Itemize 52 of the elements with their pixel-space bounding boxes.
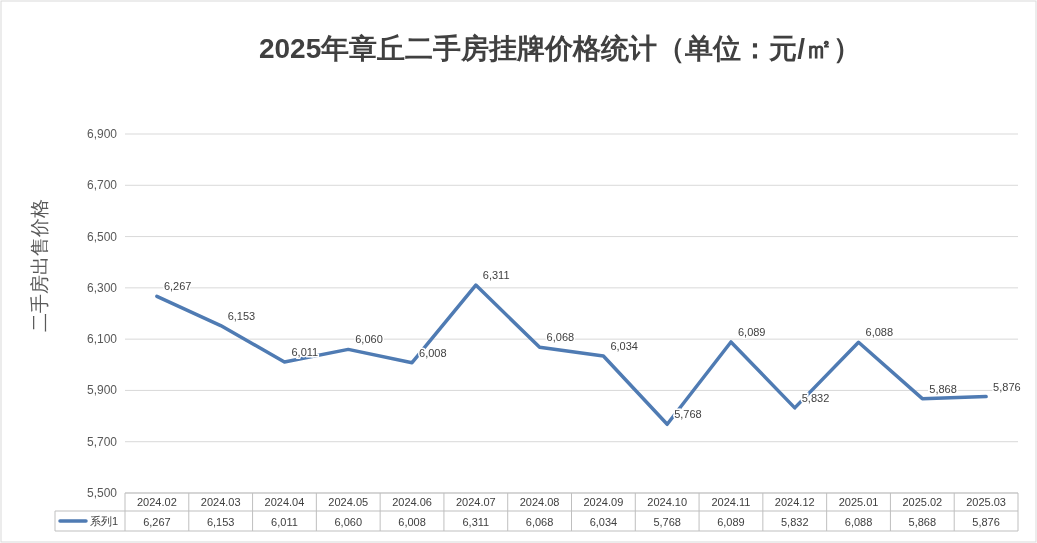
x-tick-label: 2024.12: [774, 496, 815, 508]
y-tick-label: 5,700: [86, 434, 118, 449]
y-tick-label: 6,300: [86, 280, 118, 295]
y-tick-label: 6,100: [86, 332, 118, 347]
text: 5,868: [929, 382, 957, 395]
text: 6,088: [865, 326, 894, 339]
data-label: 6,011: [271, 516, 298, 528]
y-tick-label: 5,500: [86, 486, 118, 500]
text: 6,089: [737, 325, 766, 338]
x-tick-label: 2024.02: [137, 496, 177, 508]
text: 6,267: [163, 280, 192, 293]
x-tick-label: 2024.04: [264, 496, 305, 508]
y-axis-title: 二手房出售价格: [29, 198, 50, 332]
data-label: 6,060: [334, 516, 363, 528]
data-label: 6,311: [462, 516, 490, 528]
legend-label: 系列1: [90, 515, 119, 527]
y-tick-label: 5,900: [86, 383, 118, 398]
text: 5,876: [993, 380, 1021, 393]
x-tick-label: 2025.02: [902, 496, 943, 508]
data-label: 5,832: [780, 516, 809, 528]
x-tick-label: 2024.11: [711, 496, 751, 508]
text: 6,060: [355, 333, 383, 346]
y-tick-label: 6,500: [86, 229, 118, 244]
x-tick-label: 2024.08: [519, 496, 560, 508]
y-tick-label: 6,900: [86, 127, 118, 141]
x-tick-label: 2024.05: [328, 496, 369, 508]
text: 6,311: [482, 269, 510, 282]
x-tick-label: 2024.07: [455, 496, 496, 508]
x-tick-label: 2025.01: [838, 496, 879, 508]
data-label: 6,153: [206, 516, 235, 528]
data-label: 6,068: [525, 516, 554, 528]
x-tick-label: 2025.03: [966, 496, 1006, 508]
chart-title: 2025年章丘二手房挂牌价格统计（单位：元/㎡）: [258, 33, 862, 64]
data-label: 5,768: [653, 516, 681, 528]
data-label: 6,088: [844, 516, 873, 528]
data-label: 6,034: [589, 516, 618, 528]
y-tick-label: 6,700: [86, 178, 118, 193]
data-label: 6,267: [143, 516, 171, 528]
x-tick-label: 2024.06: [392, 496, 432, 508]
x-tick-label: 2024.03: [200, 496, 241, 508]
text: 6,068: [546, 331, 575, 344]
text: 6,153: [227, 309, 256, 322]
text: 6,034: [610, 340, 638, 353]
x-tick-label: 2024.09: [583, 496, 624, 508]
data-label: 5,868: [908, 516, 937, 528]
text: 5,768: [674, 408, 702, 421]
line-series: [155, 283, 988, 427]
data-label: 5,876: [972, 516, 1000, 528]
data-label: 6,089: [717, 516, 745, 528]
x-tick-label: 2024.10: [647, 496, 688, 508]
data-label: 6,008: [398, 516, 426, 528]
text: 6,011: [291, 345, 319, 358]
